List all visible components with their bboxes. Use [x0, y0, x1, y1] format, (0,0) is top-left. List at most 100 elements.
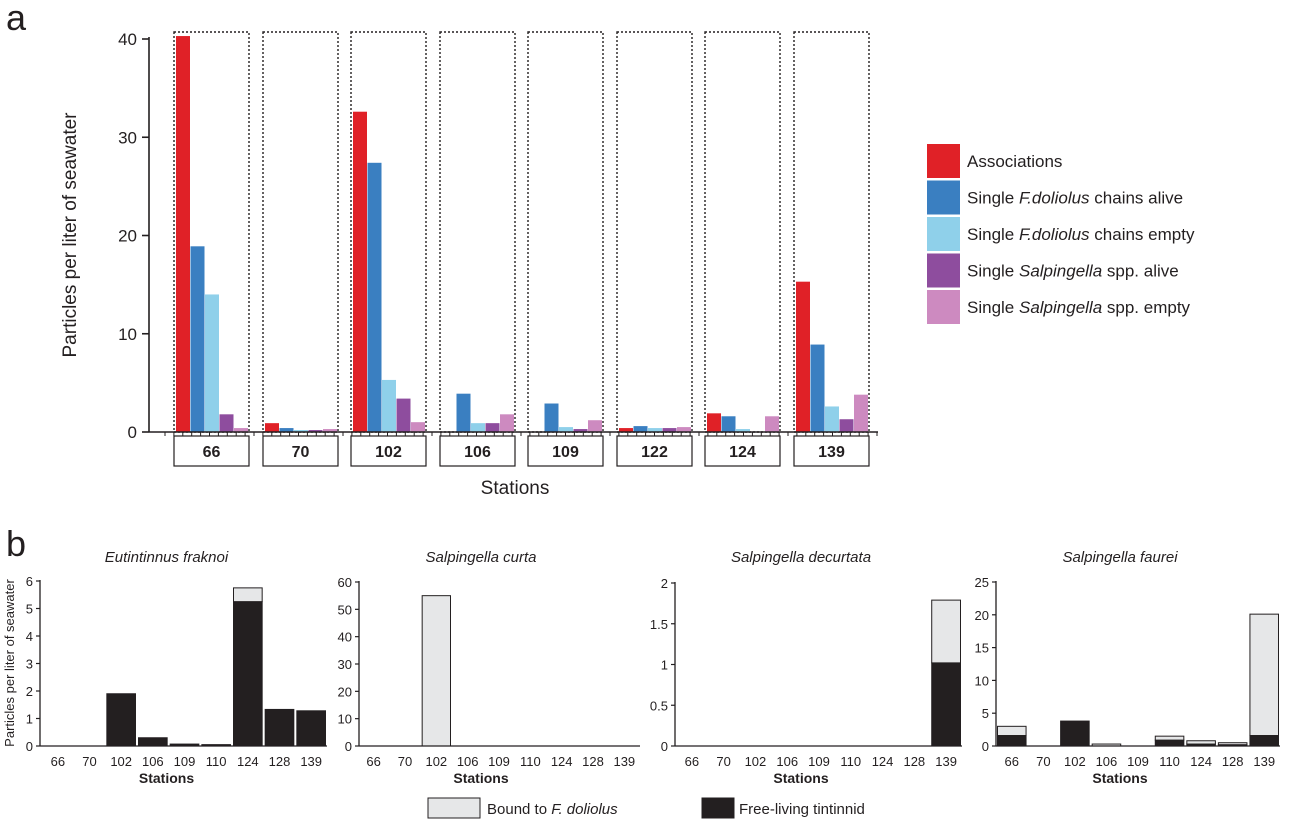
x-tick-label: 109	[1127, 754, 1149, 769]
bar-124-series-5	[765, 416, 779, 432]
bar-102-series-1	[353, 111, 367, 432]
bar-139-series-5	[854, 394, 868, 432]
y-tick-label: 10	[118, 325, 137, 344]
x-tick-label: 109	[808, 754, 830, 769]
x-tick-label: 106	[457, 754, 479, 769]
y-tick-label: 0.5	[650, 698, 668, 713]
x-tick-label: 66	[1005, 754, 1019, 769]
bar-122-series-5	[677, 427, 691, 432]
bar-70-series-2	[279, 428, 294, 432]
station-box-109	[527, 31, 604, 433]
y-tick-label: 15	[975, 641, 989, 656]
bar-124-bound	[233, 587, 263, 603]
legend-swatch-free	[701, 797, 735, 819]
y-tick-label: 20	[118, 227, 137, 246]
y-tick-label: 3	[26, 657, 33, 672]
bar-70-series-1	[265, 423, 279, 432]
x-tick-label: 102	[745, 754, 767, 769]
station-label: 139	[818, 444, 845, 461]
station-label-box-106	[439, 435, 516, 467]
x-tick-label: 66	[51, 754, 65, 769]
station-label-box-102	[350, 435, 427, 467]
bar-66-series-2	[190, 246, 205, 432]
x-tick-label: 128	[903, 754, 925, 769]
x-axis-title: Stations	[1092, 770, 1147, 786]
x-tick-label: 106	[776, 754, 798, 769]
station-label-box-124	[704, 435, 781, 467]
station-label-box-122	[616, 435, 693, 467]
x-tick-label: 110	[1159, 754, 1180, 769]
bar-66-series-5	[234, 428, 248, 432]
subchart-2: 66 70 102 106 109 110 124 128 139 0 10 20 30 40 50 60 Sa…	[338, 549, 640, 786]
x-tick-label: 109	[488, 754, 510, 769]
y-tick-label: 0	[345, 739, 352, 754]
bar-124-series-3	[736, 429, 750, 432]
legend-swatch-1	[927, 144, 960, 178]
x-axis-title: Stations	[773, 770, 828, 786]
bar-102-series-5	[411, 422, 425, 432]
y-tick-label: 60	[338, 575, 352, 590]
x-tick-label: 66	[366, 754, 380, 769]
y-tick-label: 1	[661, 658, 668, 673]
legend-swatch-5	[927, 290, 960, 324]
bar-70-series-5	[323, 429, 337, 432]
subchart-title: Salpingella curta	[426, 549, 537, 566]
x-tick-label: 139	[300, 754, 322, 769]
y-tick-label: 1	[26, 712, 33, 727]
bar-106-free	[138, 737, 168, 747]
y-tick-label: 40	[338, 630, 352, 645]
bar-102-series-2	[367, 162, 382, 433]
bar-124-free	[233, 601, 263, 747]
bar-122-series-1	[619, 428, 633, 432]
station-box-106	[439, 31, 516, 433]
bar-139-bound	[931, 599, 962, 664]
bar-139-series-4	[839, 419, 854, 432]
station-label: 109	[552, 444, 579, 461]
x-tick-label: 124	[551, 754, 573, 769]
subchart-title: Eutintinnus fraknoi	[105, 549, 229, 566]
bar-124-bound	[1186, 740, 1216, 745]
y-tick-label: 40	[118, 30, 137, 49]
x-tick-label: 124	[237, 754, 259, 769]
x-tick-label: 110	[840, 754, 861, 769]
bar-106-series-2	[456, 393, 471, 432]
bar-109-series-2	[544, 403, 559, 432]
bar-139-series-2	[810, 344, 825, 432]
y-axis-title: Particles per liter of seawater	[60, 112, 81, 358]
y-tick-label: 0	[26, 739, 33, 754]
y-axis-title: Particles per liter of seawater	[2, 579, 17, 747]
y-tick-label: 4	[26, 629, 33, 644]
y-tick-label: 20	[975, 608, 989, 623]
x-axis-title: Stations	[139, 770, 194, 786]
x-tick-label: 70	[398, 754, 412, 769]
bar-139-bound	[1249, 613, 1280, 737]
bar-122-series-3	[648, 428, 662, 432]
x-tick-label: 139	[935, 754, 957, 769]
y-tick-label: 20	[338, 684, 352, 699]
x-tick-label: 66	[685, 754, 699, 769]
y-tick-label: 50	[338, 602, 352, 617]
y-tick-label: 0	[128, 423, 137, 442]
bar-109-series-3	[559, 427, 573, 432]
station-box-124	[704, 31, 781, 433]
bar-70-series-3	[294, 430, 308, 432]
x-tick-label: 110	[206, 754, 227, 769]
x-tick-label: 70	[1036, 754, 1050, 769]
panel-b-legend: Bound to F. doliolus Free-living tintinni…	[427, 797, 865, 819]
subchart-4: 66 70 102 106 109 110 124 128 139 0 5 10 15 20 25 Salpi…	[975, 549, 1280, 786]
bar-102-free	[106, 693, 137, 747]
x-tick-label: 102	[425, 754, 447, 769]
bar-124-series-1	[707, 413, 721, 432]
y-tick-label: 30	[118, 128, 137, 147]
y-tick-label: 30	[338, 657, 352, 672]
y-tick-label: 10	[338, 712, 352, 727]
x-tick-label: 139	[1253, 754, 1275, 769]
bar-128-free	[264, 708, 295, 747]
station-label: 102	[375, 444, 402, 461]
x-tick-label: 128	[269, 754, 291, 769]
legend-label-3: Single F.doliolus chains empty	[967, 225, 1195, 244]
bar-70-series-4	[308, 430, 323, 432]
bar-128-bound	[1217, 742, 1248, 746]
x-tick-label: 70	[716, 754, 730, 769]
